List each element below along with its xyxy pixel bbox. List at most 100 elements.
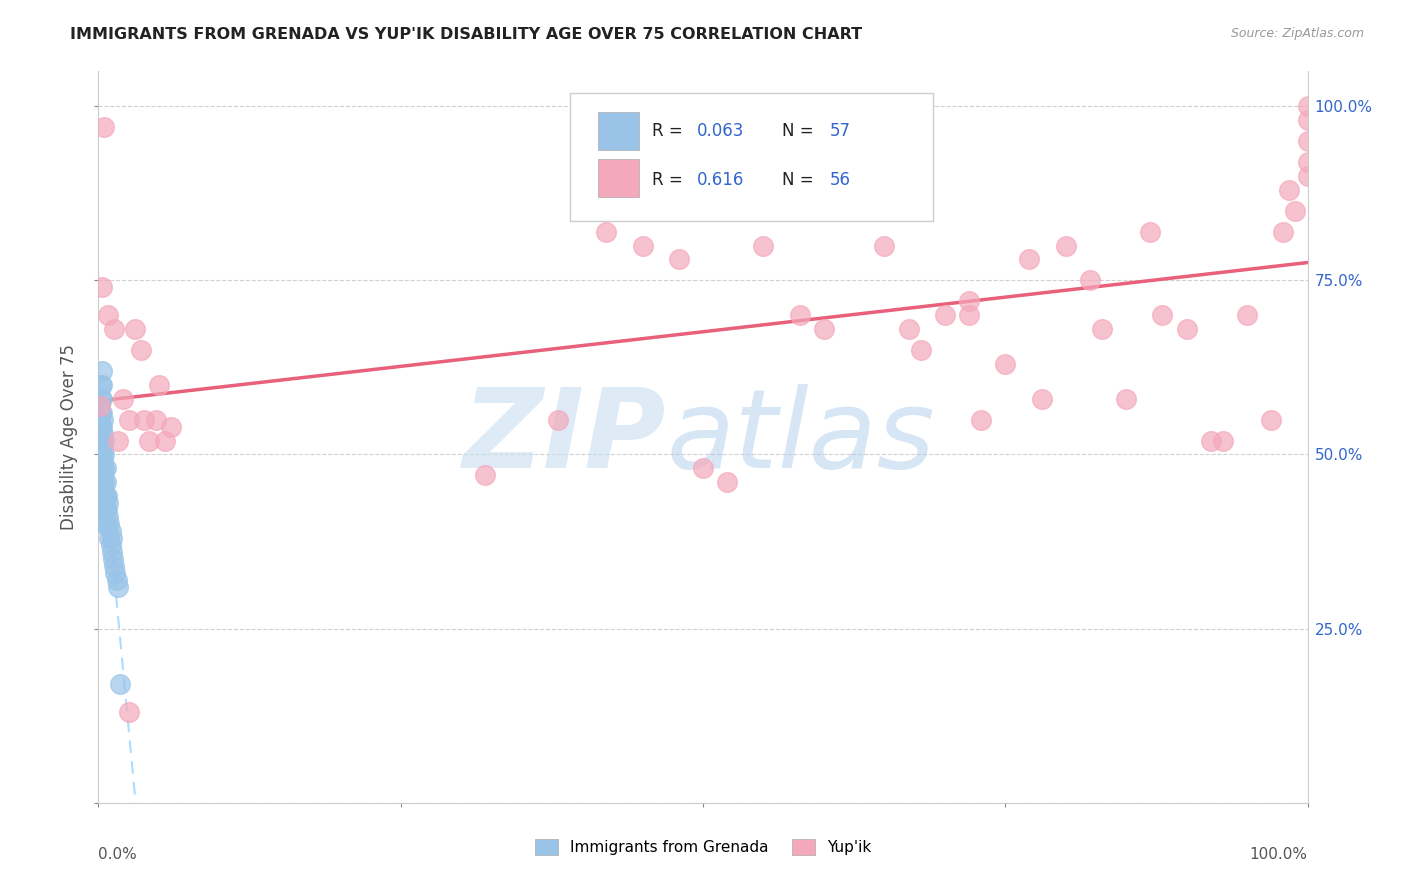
Point	[631, 238, 654, 252]
Text: R =: R =	[652, 122, 688, 140]
Point	[1278, 183, 1301, 197]
Point	[1091, 322, 1114, 336]
Point	[101, 552, 124, 566]
Point	[91, 280, 114, 294]
Point	[96, 503, 118, 517]
Point	[148, 377, 170, 392]
Point	[1078, 273, 1101, 287]
Point	[1212, 434, 1234, 448]
Point	[91, 441, 114, 455]
Point	[789, 308, 811, 322]
Point	[90, 377, 112, 392]
Point	[145, 412, 167, 426]
Point	[934, 308, 956, 322]
Point	[752, 238, 775, 252]
Point	[100, 538, 122, 552]
Point	[93, 434, 115, 448]
Point	[97, 496, 120, 510]
Point	[90, 448, 112, 462]
Point	[93, 517, 115, 532]
Point	[89, 426, 111, 441]
Point	[1031, 392, 1053, 406]
Point	[94, 503, 117, 517]
Point	[957, 294, 980, 309]
Point	[91, 406, 114, 420]
FancyBboxPatch shape	[569, 94, 932, 221]
Point	[716, 475, 738, 490]
Text: 0.063: 0.063	[697, 122, 744, 140]
Point	[97, 308, 120, 322]
Point	[1115, 392, 1137, 406]
Point	[129, 343, 152, 357]
Point	[97, 510, 120, 524]
Point	[1296, 155, 1319, 169]
Point	[91, 392, 114, 406]
Point	[994, 357, 1017, 371]
Point	[103, 322, 125, 336]
Point	[100, 545, 122, 559]
Text: R =: R =	[652, 170, 693, 188]
Point	[547, 412, 569, 426]
Point	[89, 468, 111, 483]
Point	[100, 531, 122, 545]
Point	[104, 566, 127, 580]
Point	[1284, 203, 1306, 218]
Point	[96, 489, 118, 503]
Point	[93, 489, 115, 503]
Text: ZIP: ZIP	[463, 384, 666, 491]
Point	[837, 196, 859, 211]
Point	[90, 392, 112, 406]
Point	[94, 461, 117, 475]
Point	[89, 412, 111, 426]
Text: 57: 57	[830, 122, 851, 140]
Point	[105, 573, 128, 587]
Point	[108, 677, 131, 691]
Point	[692, 461, 714, 475]
Point	[93, 475, 115, 490]
Point	[100, 524, 122, 538]
FancyBboxPatch shape	[598, 112, 638, 150]
Point	[1236, 308, 1258, 322]
Point	[1175, 322, 1198, 336]
Point	[91, 468, 114, 483]
Point	[91, 377, 114, 392]
Point	[93, 503, 115, 517]
Point	[90, 434, 112, 448]
Point	[91, 454, 114, 468]
Point	[93, 448, 115, 462]
Point	[91, 475, 114, 490]
Point	[91, 496, 114, 510]
Text: IMMIGRANTS FROM GRENADA VS YUP'IK DISABILITY AGE OVER 75 CORRELATION CHART: IMMIGRANTS FROM GRENADA VS YUP'IK DISABI…	[70, 27, 862, 42]
FancyBboxPatch shape	[598, 159, 638, 197]
Point	[1296, 134, 1319, 148]
Point	[1018, 252, 1040, 267]
Point	[107, 434, 129, 448]
Point	[91, 483, 114, 497]
Point	[1296, 99, 1319, 113]
Point	[111, 392, 134, 406]
Text: atlas: atlas	[666, 384, 935, 491]
Point	[90, 461, 112, 475]
Point	[897, 322, 920, 336]
Point	[91, 426, 114, 441]
Y-axis label: Disability Age Over 75: Disability Age Over 75	[60, 344, 79, 530]
Text: Source: ZipAtlas.com: Source: ZipAtlas.com	[1230, 27, 1364, 40]
Point	[89, 454, 111, 468]
Point	[595, 225, 617, 239]
Point	[668, 252, 690, 267]
Point	[94, 475, 117, 490]
Point	[94, 489, 117, 503]
Text: N =: N =	[782, 170, 818, 188]
Point	[107, 580, 129, 594]
Point	[1296, 169, 1319, 183]
Point	[153, 434, 176, 448]
Point	[89, 399, 111, 413]
Point	[98, 531, 121, 545]
Point	[1139, 225, 1161, 239]
Point	[813, 322, 835, 336]
Point	[91, 448, 114, 462]
Point	[134, 412, 156, 426]
Point	[91, 412, 114, 426]
Point	[849, 203, 872, 218]
Point	[1260, 412, 1282, 426]
